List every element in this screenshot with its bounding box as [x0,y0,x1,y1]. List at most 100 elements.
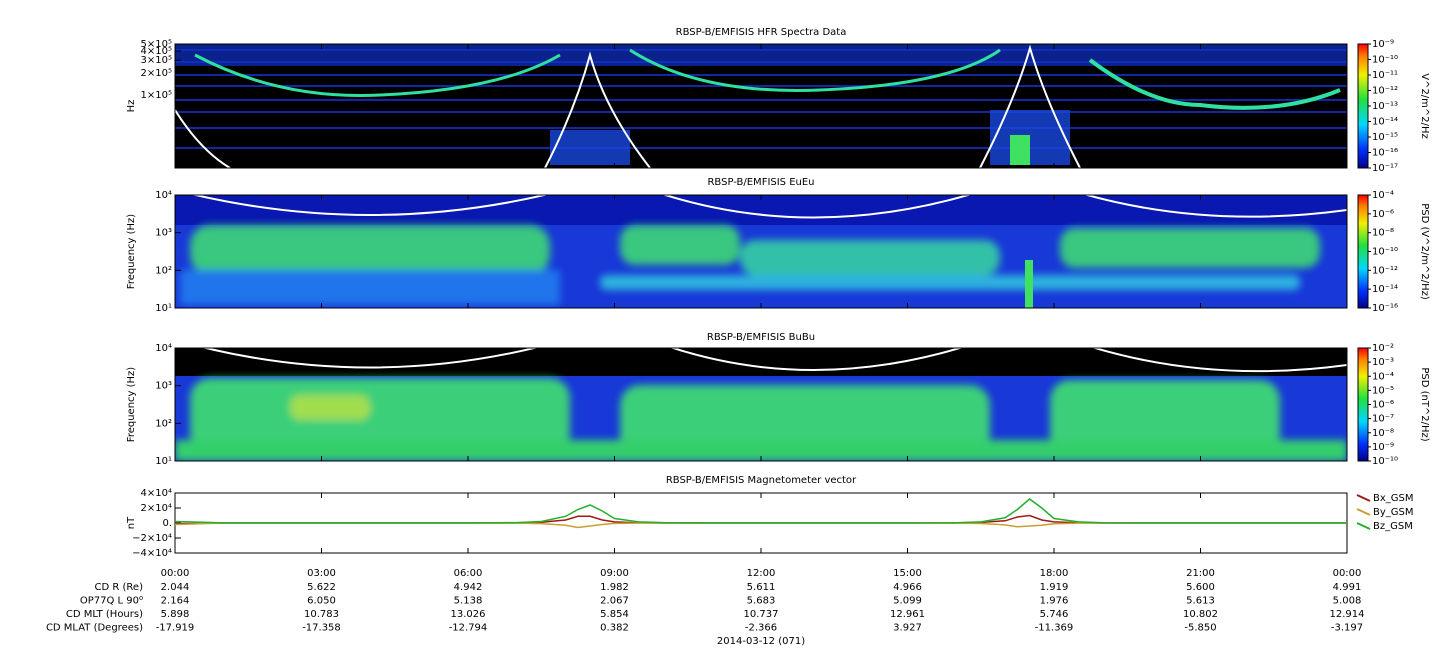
row-value: 6.050 [307,596,336,607]
x-tick-label: 18:00 [1040,568,1069,579]
colorbar-tick-label: 10⁻¹⁰ [1372,247,1398,258]
row-value: 5.854 [600,609,629,620]
colorbar-tick-label: 10⁻¹⁷ [1372,163,1398,174]
y-tick-label: 10² [155,418,172,429]
colorbar-tick-label: 10⁻¹⁰ [1372,456,1398,467]
row-value: 0.382 [600,623,629,634]
row-label: CD MLT (Hours) [66,609,143,620]
colorbar-tick-label: 10⁻¹³ [1372,101,1398,112]
colorbar-tick-label: 10⁻¹² [1372,265,1398,276]
y-tick-label: 4×10⁵ [141,46,172,57]
colorbar-tick-label: 10⁻⁴ [1372,371,1394,382]
colorbar-tick-label: 10⁻¹⁶ [1372,303,1398,314]
y-tick-label: 10⁴ [155,190,172,201]
colorbar-tick-label: 10⁻³ [1372,357,1394,368]
colorbar [1357,43,1369,169]
row-value: -3.197 [1331,623,1363,634]
colorbar-tick-label: 10⁻⁹ [1372,442,1394,453]
colorbar-tick-label: 10⁻⁹ [1372,39,1394,50]
row-value: 5.613 [1186,596,1215,607]
legend-label: By_GSM [1373,507,1414,518]
row-value: 1.982 [600,582,629,593]
panel-title: RBSP-B/EMFISIS Magnetometer vector [666,475,857,486]
y-axis-label: nT [126,516,137,529]
row-value: -11.369 [1035,623,1074,634]
row-value: 5.622 [307,582,336,593]
row-value: 10.737 [744,609,779,620]
x-tick-label: 15:00 [893,568,922,579]
colorbar-tick-label: 10⁻¹⁵ [1372,132,1398,143]
row-value: 5.008 [1333,596,1362,607]
legend-label: Bx_GSM [1373,493,1414,504]
y-tick-label: 10¹ [155,456,172,467]
colorbar-tick-label: 10⁻¹¹ [1372,70,1398,81]
date-label: 2014-03-12 (071) [717,636,805,647]
row-value: 3.927 [893,623,922,634]
x-tick-label: 12:00 [747,568,776,579]
colorbar-label: PSD (nT^2/Hz) [1419,367,1430,441]
x-tick-label: 00:00 [1333,568,1362,579]
x-tick-label: 09:00 [600,568,629,579]
row-value: 5.683 [747,596,776,607]
legend-swatch [1356,522,1371,530]
row-value: 2.164 [161,596,190,607]
row-value: 5.099 [893,596,922,607]
y-tick-label: 2×10⁵ [141,68,172,79]
colorbar [1357,347,1369,462]
spectrogram-image [175,195,1347,308]
row-value: 12.914 [1330,609,1365,620]
y-axis-label: Frequency (Hz) [126,214,137,290]
y-tick-label: 10⁴ [155,343,172,354]
row-value: 4.966 [893,582,922,593]
colorbar-tick-label: 10⁻¹⁴ [1372,117,1398,128]
row-label: CD MLAT (Degrees) [46,623,143,634]
row-value: 1.976 [1040,596,1069,607]
spectrogram-image [175,44,1347,168]
row-value: -2.366 [745,623,777,634]
colorbar-tick-label: 10⁻⁶ [1372,209,1394,220]
x-tick-label: 06:00 [454,568,483,579]
y-tick-label: 2×10⁴ [141,503,172,514]
colorbar [1357,194,1369,309]
spectrogram-image [175,348,1347,461]
row-label: CD R (Re) [95,582,144,593]
y-tick-label: 1×10⁵ [141,90,172,101]
legend-swatch [1356,508,1371,516]
colorbar-tick-label: 10⁻⁸ [1372,228,1394,239]
row-value: 5.746 [1040,609,1069,620]
x-tick-label: 21:00 [1186,568,1215,579]
row-value: 4.991 [1333,582,1362,593]
row-value: 2.044 [161,582,190,593]
row-value: 12.961 [890,609,925,620]
series-line [174,498,1347,524]
row-value: -17.358 [302,623,341,634]
panel-title: RBSP-B/EMFISIS HFR Spectra Data [676,27,847,38]
row-value: 1.919 [1040,582,1069,593]
colorbar-tick-label: 10⁻² [1372,343,1394,354]
colorbar-tick-label: 10⁻⁷ [1372,414,1394,425]
series-line [174,522,1347,529]
x-tick-label: 00:00 [161,568,190,579]
row-value: 13.026 [451,609,486,620]
y-axis-label: Hz [126,100,137,113]
colorbar-tick-label: 10⁻¹⁶ [1372,148,1398,159]
colorbar-tick-label: 10⁻⁸ [1372,428,1394,439]
row-value: 5.138 [454,596,483,607]
y-tick-label: 3×10⁵ [141,55,172,66]
row-value: 5.611 [747,582,776,593]
row-value: 5.898 [161,609,190,620]
y-tick-label: −2×10⁴ [132,533,172,544]
legend-swatch [1356,494,1371,502]
colorbar-tick-label: 10⁻¹² [1372,86,1398,97]
panel-title: RBSP-B/EMFISIS EuEu [707,177,814,188]
y-tick-label: 10³ [155,228,172,239]
y-tick-label: 10¹ [155,303,172,314]
row-value: 5.600 [1186,582,1215,593]
row-value: 4.942 [454,582,483,593]
colorbar-tick-label: 10⁻¹⁰ [1372,55,1398,66]
row-value: -5.850 [1184,623,1216,634]
row-value: 10.783 [304,609,339,620]
y-tick-label: −4×10⁴ [132,548,172,559]
row-value: 2.067 [600,596,629,607]
